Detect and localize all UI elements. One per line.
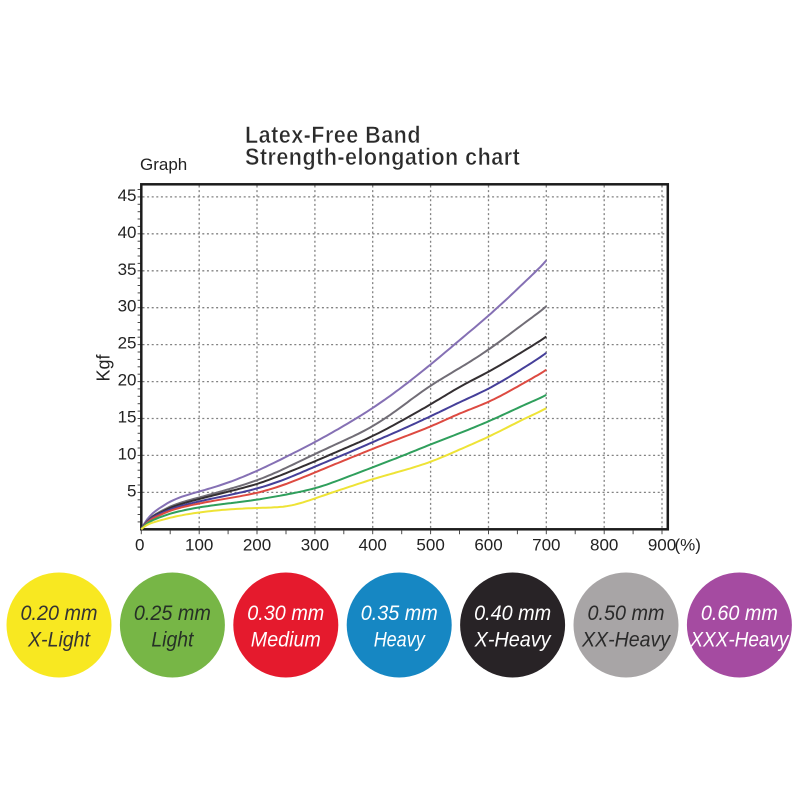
svg-text:500: 500 bbox=[416, 536, 444, 555]
svg-text:0: 0 bbox=[135, 536, 144, 555]
svg-text:Medium: Medium bbox=[251, 629, 321, 652]
svg-text:X-Light: X-Light bbox=[27, 629, 91, 652]
svg-text:Latex-Free Band: Latex-Free Band bbox=[245, 121, 421, 148]
svg-text:0.30 mm: 0.30 mm bbox=[247, 602, 324, 625]
svg-text:400: 400 bbox=[359, 536, 387, 555]
svg-text:XXX-Heavy: XXX-Heavy bbox=[689, 629, 789, 652]
svg-text:900: 900 bbox=[648, 536, 676, 555]
svg-text:200: 200 bbox=[243, 536, 271, 555]
svg-text:20: 20 bbox=[118, 371, 137, 390]
svg-text:45: 45 bbox=[118, 186, 137, 205]
svg-text:700: 700 bbox=[532, 536, 560, 555]
svg-text:35: 35 bbox=[118, 260, 137, 279]
svg-text:10: 10 bbox=[118, 444, 137, 463]
svg-text:Strength-elongation chart: Strength-elongation chart bbox=[245, 143, 520, 170]
svg-text:5: 5 bbox=[127, 481, 136, 500]
svg-text:0.60 mm: 0.60 mm bbox=[701, 602, 778, 625]
svg-text:0.25 mm: 0.25 mm bbox=[134, 602, 211, 625]
svg-text:Graph: Graph bbox=[140, 155, 187, 174]
svg-text:XX-Heavy: XX-Heavy bbox=[581, 629, 671, 652]
svg-text:Heavy: Heavy bbox=[374, 629, 426, 652]
svg-text:0.20 mm: 0.20 mm bbox=[21, 602, 98, 625]
svg-text:300: 300 bbox=[301, 536, 329, 555]
svg-text:0.50 mm: 0.50 mm bbox=[588, 602, 665, 625]
svg-text:15: 15 bbox=[118, 408, 137, 427]
svg-text:0.35 mm: 0.35 mm bbox=[361, 602, 438, 625]
svg-text:100: 100 bbox=[185, 536, 213, 555]
svg-text:40: 40 bbox=[118, 223, 137, 242]
svg-text:Kgf: Kgf bbox=[94, 353, 114, 381]
svg-text:30: 30 bbox=[118, 297, 137, 316]
svg-text:X-Heavy: X-Heavy bbox=[474, 629, 552, 652]
svg-text:(%): (%) bbox=[675, 536, 701, 555]
svg-text:Light: Light bbox=[151, 629, 194, 652]
svg-text:800: 800 bbox=[590, 536, 618, 555]
svg-text:0.40 mm: 0.40 mm bbox=[474, 602, 551, 625]
svg-text:600: 600 bbox=[474, 536, 502, 555]
svg-text:25: 25 bbox=[118, 334, 137, 353]
